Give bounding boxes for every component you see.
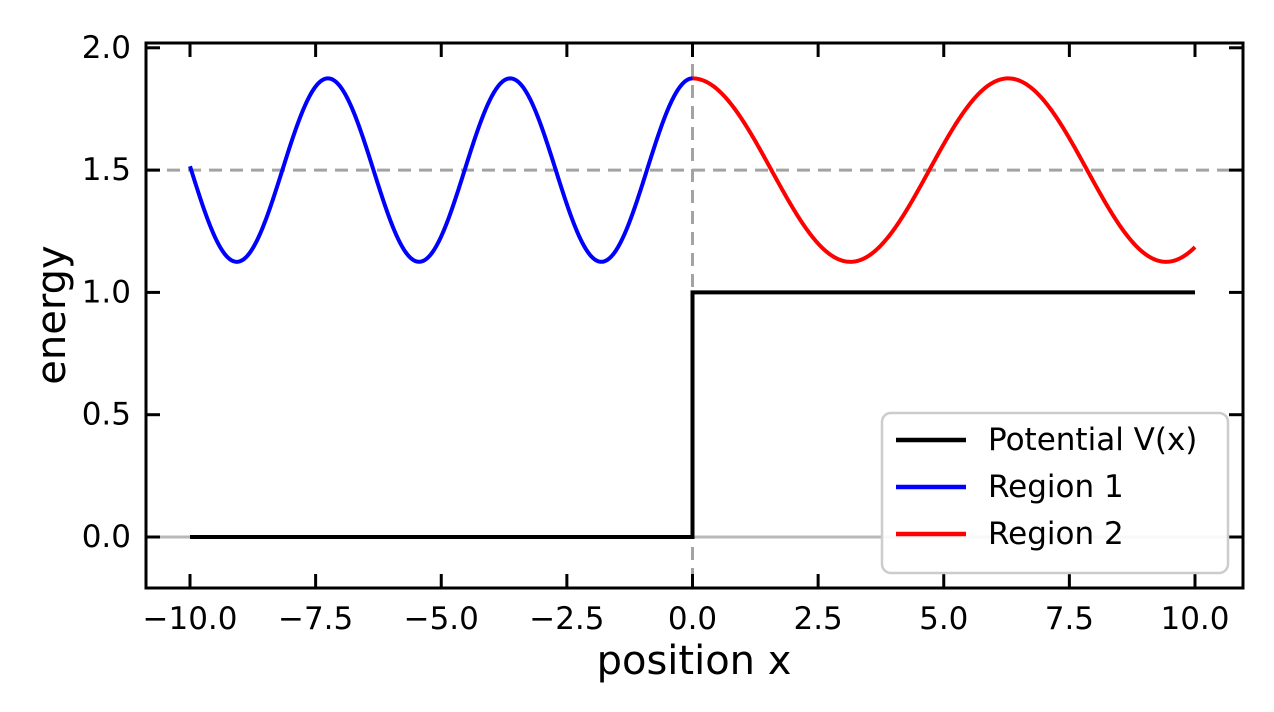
y-axis-label: energy — [29, 245, 75, 384]
x-tick-label: 7.5 — [1045, 601, 1094, 637]
series-layer — [188, 76, 1197, 539]
y-tick-label: 1.0 — [82, 274, 131, 310]
y-tick-label: 0.5 — [82, 397, 131, 433]
x-tick-label: 0.0 — [668, 601, 717, 637]
legend-label-potential: Potential V(x) — [988, 422, 1197, 458]
tick-layer: −10.0 −7.5 −5.0 −2.5 0.0 2.5 5.0 7.5 10.0 0.0 0.5 1… — [82, 30, 1243, 637]
series-potential-v-x — [190, 290, 1195, 539]
x-tick-label: 10.0 — [1160, 601, 1229, 637]
axes-frame — [144, 41, 1245, 590]
y-tick-label: 1.5 — [82, 152, 131, 188]
x-tick-label: −7.5 — [278, 601, 353, 637]
legend-box — [880, 411, 1230, 575]
x-tick-label: −5.0 — [404, 601, 479, 637]
legend-label-region2: Region 2 — [988, 516, 1124, 552]
series-region-1 — [188, 76, 693, 264]
x-axis-label: position x — [597, 638, 792, 684]
legend-label-region1: Region 1 — [988, 469, 1124, 505]
x-tick-label: −2.5 — [529, 601, 604, 637]
x-tick-label: 5.0 — [919, 601, 968, 637]
y-tick-label: 2.0 — [82, 30, 131, 66]
legend: Potential V(x) Region 1 Region 2 — [880, 411, 1230, 575]
series-region-2 — [692, 76, 1197, 264]
x-tick-label: −10.0 — [143, 601, 238, 637]
x-tick-label: 2.5 — [793, 601, 842, 637]
y-tick-label: 0.0 — [82, 519, 131, 555]
